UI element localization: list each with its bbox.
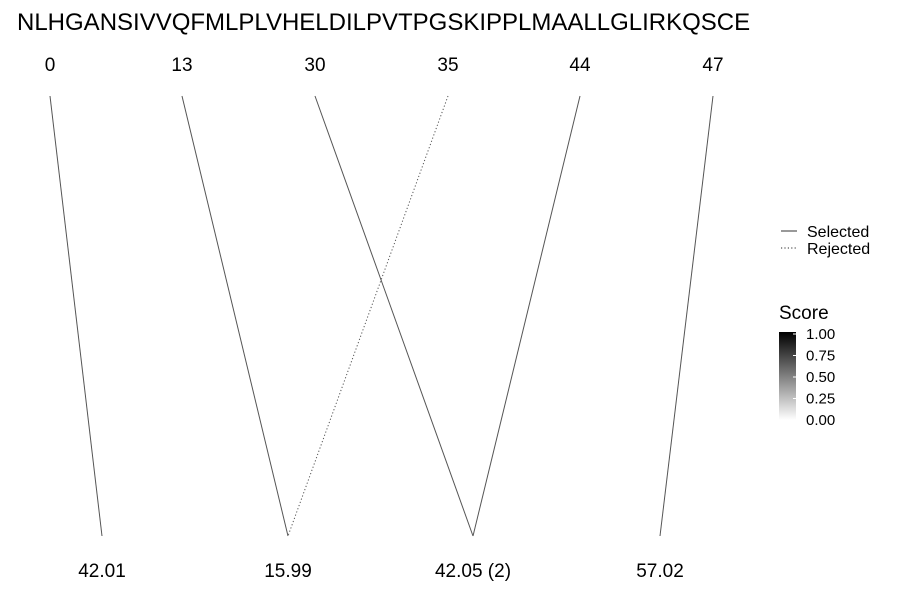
top-label: 35 [437, 55, 458, 76]
bottom-label: 57.02 [636, 561, 684, 582]
score-colorbar [779, 332, 796, 420]
score-ticks: 1.00 0.75 0.50 0.25 0.00 [793, 326, 835, 429]
top-label: 0 [45, 55, 56, 76]
legend-rejected-label: Rejected [807, 241, 870, 258]
bottom-labels: 42.01 15.99 42.05 (2) 57.02 [78, 561, 684, 582]
top-label: 47 [702, 55, 723, 76]
link-line-3 [287, 95, 449, 537]
top-label: 44 [569, 55, 591, 76]
link-line-1 [181, 95, 289, 537]
link-line-0 [49, 95, 103, 537]
legend-linetype: Selected Rejected [781, 224, 870, 258]
links-layer [49, 95, 714, 537]
chart-title: NLHGANSIVVQFMLPLVHELDILPVTPGSKIPPLMAALLG… [17, 9, 750, 36]
legend-selected-label: Selected [807, 224, 869, 241]
score-tick-label: 1.00 [806, 326, 835, 343]
score-tick-label: 0.75 [806, 348, 835, 365]
link-line-2 [314, 95, 474, 537]
legend-score: Score 1.00 0.75 0.50 0.25 0.00 [779, 303, 835, 429]
score-legend-title: Score [779, 303, 829, 324]
score-tick-label: 0.25 [806, 391, 835, 408]
bottom-label: 42.01 [78, 561, 126, 582]
bottom-label: 42.05 (2) [435, 561, 511, 582]
score-tick-label: 0.00 [806, 412, 835, 429]
top-label: 30 [304, 55, 325, 76]
link-line-5 [659, 95, 714, 537]
bottom-label: 15.99 [264, 561, 312, 582]
score-tick-label: 0.50 [806, 369, 835, 386]
link-line-4 [472, 95, 581, 537]
top-label: 13 [171, 55, 192, 76]
top-labels: 0 13 30 35 44 47 [45, 55, 724, 76]
